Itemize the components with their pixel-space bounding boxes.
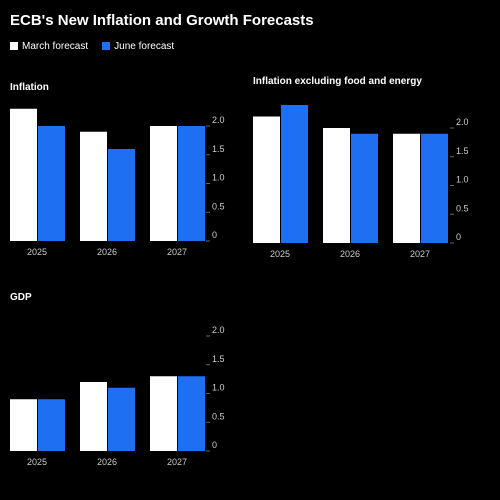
- y-tick-label: 0: [212, 440, 217, 450]
- y-tick-label: 2.0: [212, 325, 225, 335]
- bar: [38, 399, 65, 451]
- y-tick-label: 1.0: [212, 173, 225, 183]
- bar: [10, 399, 37, 451]
- legend-item: March forecast: [10, 41, 88, 52]
- panel-title: Inflation excluding food and energy: [253, 76, 422, 87]
- x-tick-label: 2026: [340, 249, 360, 259]
- y-tick-label: 2.0: [212, 115, 225, 125]
- bar: [323, 128, 350, 243]
- panel-title: GDP: [10, 292, 32, 303]
- bar: [253, 116, 280, 243]
- bar: [178, 376, 205, 451]
- x-tick-label: 2025: [27, 457, 47, 467]
- x-tick-label: 2025: [27, 247, 47, 257]
- x-tick-label: 2026: [97, 457, 117, 467]
- x-tick-label: 2027: [167, 457, 187, 467]
- y-tick-label: 0: [212, 230, 217, 240]
- y-tick-label: 1.0: [456, 175, 469, 185]
- y-tick-label: 0: [456, 232, 461, 242]
- y-tick-label: 0.5: [456, 203, 469, 213]
- bar: [10, 108, 37, 241]
- bar: [150, 376, 177, 451]
- y-tick-label: 1.5: [456, 146, 469, 156]
- legend-label: June forecast: [114, 41, 175, 52]
- bar: [393, 133, 420, 243]
- legend-swatch: [102, 42, 111, 51]
- bar: [108, 387, 135, 451]
- legend-swatch: [10, 42, 18, 51]
- y-tick-label: 1.5: [212, 144, 225, 154]
- panel-title: Inflation: [10, 82, 49, 93]
- bar: [150, 126, 177, 241]
- y-tick-label: 1.0: [212, 383, 225, 393]
- legend: March forecast June forecast: [10, 41, 174, 52]
- bar: [351, 133, 378, 243]
- y-tick-label: 1.5: [212, 354, 225, 364]
- bar: [178, 126, 205, 241]
- legend-label: March forecast: [22, 41, 89, 52]
- legend-item: June forecast: [102, 41, 174, 52]
- y-tick-label: 0.5: [212, 411, 225, 421]
- x-tick-label: 2027: [167, 247, 187, 257]
- x-tick-label: 2025: [270, 249, 290, 259]
- bar: [38, 126, 65, 241]
- bar: [80, 382, 107, 451]
- bar: [80, 131, 107, 241]
- x-tick-label: 2026: [97, 247, 117, 257]
- bar: [421, 133, 448, 243]
- page-title: ECB's New Inflation and Growth Forecasts: [10, 12, 314, 29]
- y-tick-label: 2.0: [456, 117, 469, 127]
- bar: [108, 149, 135, 241]
- y-tick-label: 0.5: [212, 201, 225, 211]
- x-tick-label: 2027: [410, 249, 430, 259]
- bar: [281, 105, 308, 243]
